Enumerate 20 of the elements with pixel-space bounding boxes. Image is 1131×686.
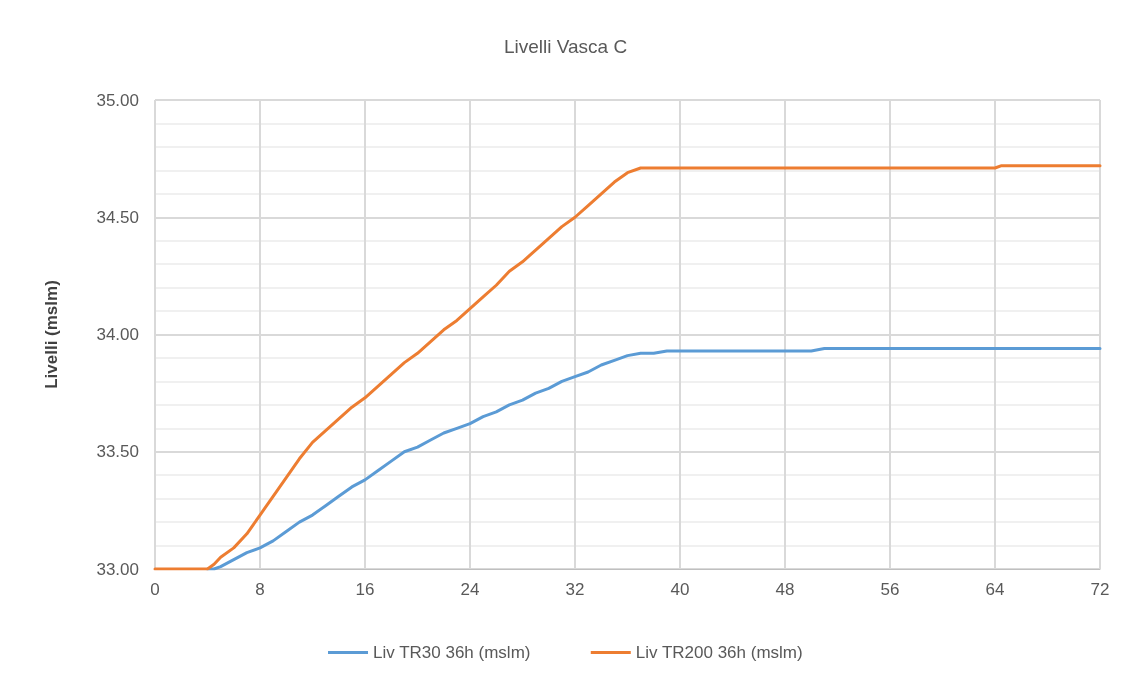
y-tick-label: 33.00 bbox=[96, 559, 139, 579]
y-tick-label: 35.00 bbox=[96, 90, 139, 110]
x-tick-label: 72 bbox=[1090, 580, 1110, 599]
x-tick-label: 64 bbox=[985, 580, 1005, 599]
y-tick-label: 34.50 bbox=[96, 207, 139, 227]
x-tick-label: 56 bbox=[880, 580, 900, 599]
x-tick-label: 32 bbox=[565, 580, 585, 599]
x-tick-label: 40 bbox=[670, 580, 690, 599]
x-tick-label: 16 bbox=[355, 580, 375, 599]
legend-label: Liv TR200 36h (mslm) bbox=[635, 643, 803, 662]
x-tick-label: 48 bbox=[775, 580, 795, 599]
x-tick-label: 0 bbox=[150, 580, 160, 599]
legend-label: Liv TR30 36h (mslm) bbox=[373, 643, 531, 662]
chart-title: Livelli Vasca C bbox=[503, 36, 628, 57]
x-tick-label: 24 bbox=[460, 580, 480, 599]
y-tick-label: 33.50 bbox=[96, 442, 139, 462]
y-tick-label: 34.00 bbox=[96, 325, 139, 344]
y-axis-title: Livelli (mslm) bbox=[42, 280, 61, 389]
x-tick-label: 8 bbox=[255, 580, 265, 599]
line-series bbox=[206, 347, 1102, 571]
